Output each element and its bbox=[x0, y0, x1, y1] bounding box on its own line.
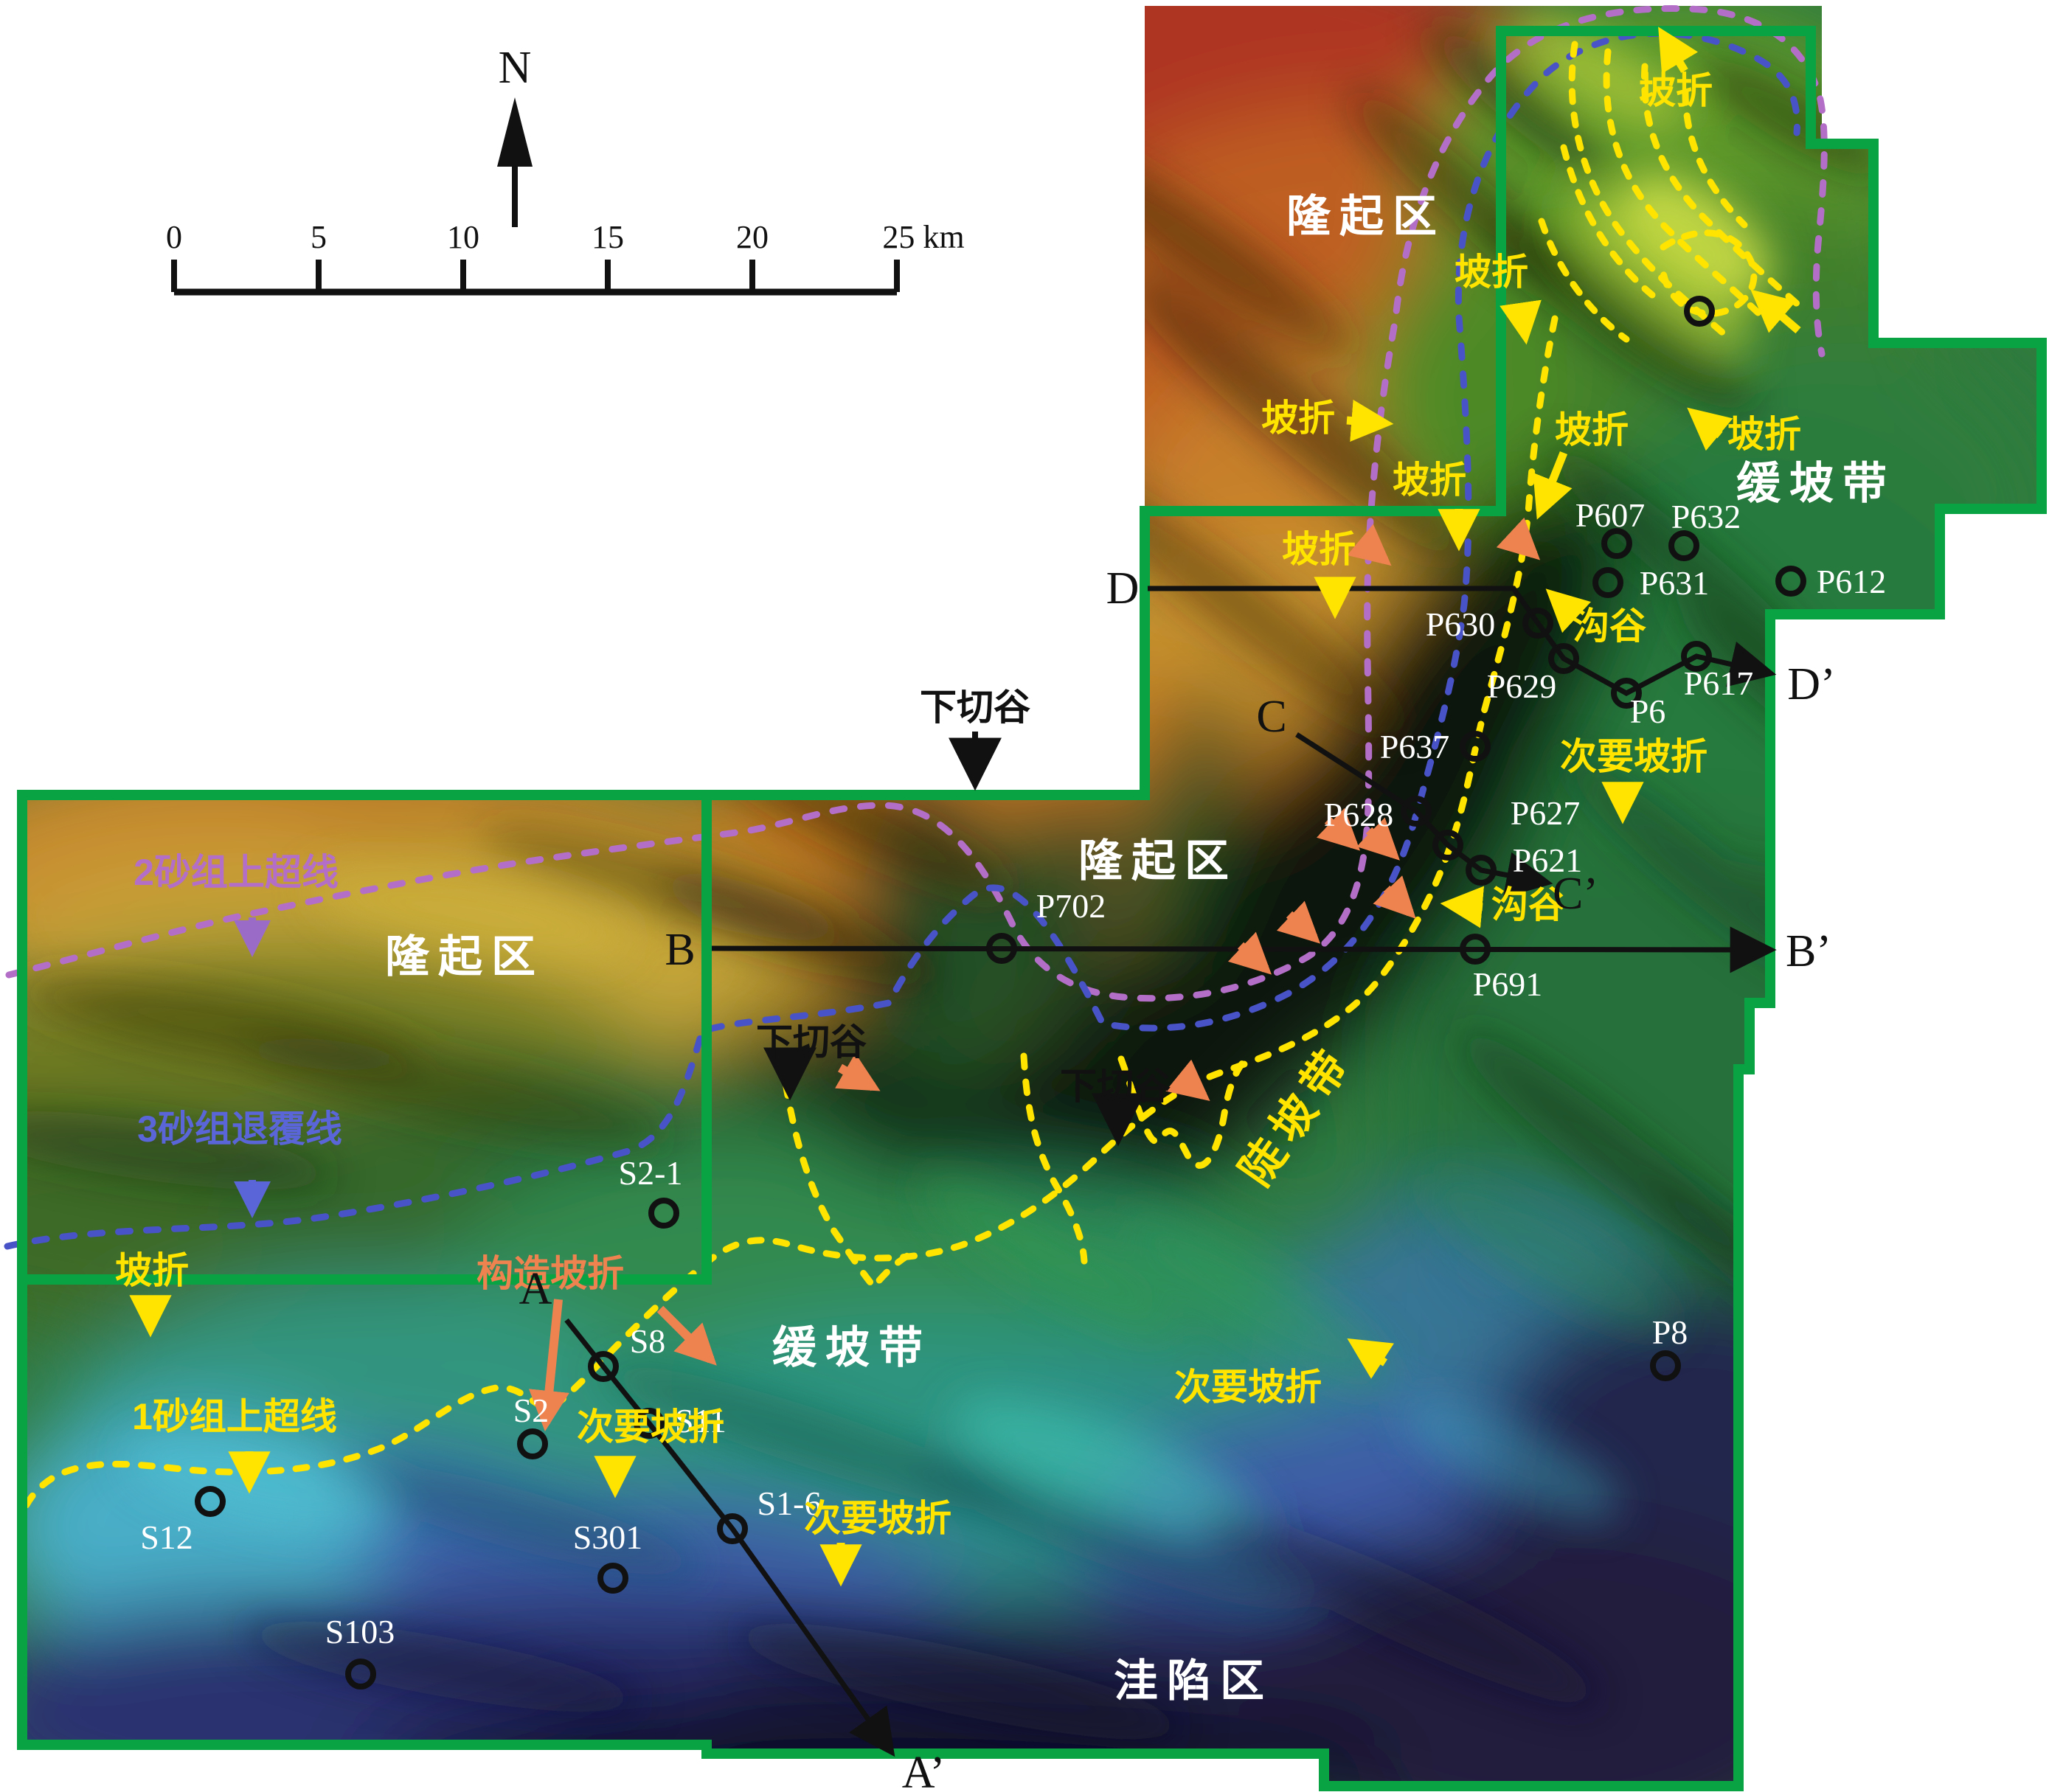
well-markers bbox=[195, 296, 1806, 1689]
well-labels: P607 P632 P612 P631 P630 P629 P6 P617 P6… bbox=[140, 496, 1886, 1650]
label-secondary-slope-break: 次要坡折 bbox=[577, 1406, 724, 1448]
study-area-border-internal bbox=[22, 795, 712, 1285]
label-slope-break: 坡折 bbox=[1727, 414, 1801, 455]
well-label: S2 bbox=[513, 1392, 549, 1429]
well-label: P628 bbox=[1324, 796, 1394, 833]
scale-tick-label: 25 km bbox=[882, 219, 964, 255]
well-label: P629 bbox=[1487, 667, 1557, 705]
scale-tick-label: 0 bbox=[166, 219, 182, 255]
north-arrow-head bbox=[497, 97, 533, 167]
slope-break-squiggle bbox=[1117, 1055, 1250, 1169]
section-lines bbox=[564, 586, 1777, 1757]
zone-uplift-center: 隆起区 bbox=[1078, 836, 1238, 886]
well-label: S1-6 bbox=[757, 1484, 822, 1522]
well-label: P6 bbox=[1630, 692, 1666, 730]
well-label: P617 bbox=[1684, 664, 1754, 702]
slope-break-squiggle bbox=[1020, 1052, 1088, 1265]
label-slope-break: 坡折 bbox=[1261, 397, 1335, 439]
label-secondary-slope-break: 次要坡折 bbox=[1560, 736, 1708, 777]
well-marker-unnamed bbox=[1684, 296, 1715, 327]
label-onlap-sand2: 2砂组上超线 bbox=[134, 852, 339, 893]
label-retreat-sand3: 3砂组退覆线 bbox=[137, 1108, 342, 1150]
well-label: P627 bbox=[1511, 794, 1581, 832]
slope-break-bundle bbox=[1538, 41, 1803, 343]
section-line-c bbox=[1295, 732, 1553, 898]
well-label: P630 bbox=[1426, 605, 1496, 643]
scale-tick-label: 20 bbox=[736, 219, 769, 255]
label-slope-break: 坡折 bbox=[1393, 459, 1466, 501]
label-secondary-slope-break: 次要坡折 bbox=[804, 1498, 951, 1539]
label-slope-break: 坡折 bbox=[1555, 409, 1629, 451]
section-letter-a2: A’ bbox=[902, 1748, 946, 1792]
section-letter-a: A bbox=[519, 1264, 552, 1314]
well-label: P691 bbox=[1473, 965, 1543, 1003]
label-gully: 沟谷 bbox=[1491, 884, 1565, 925]
section-letter-d2: D’ bbox=[1787, 659, 1835, 709]
label-structural-slope-break: 构造坡折 bbox=[476, 1253, 624, 1294]
zone-uplift-nw: 隆起区 bbox=[1286, 192, 1446, 241]
well-label: S8 bbox=[630, 1322, 666, 1360]
label-slope-break: 坡折 bbox=[1455, 251, 1528, 293]
well-label: P637 bbox=[1380, 728, 1450, 765]
north-arrow: N bbox=[497, 43, 533, 227]
scale-tick-label: 5 bbox=[311, 219, 327, 255]
retreat-line-sand3 bbox=[4, 29, 1800, 1250]
label-onlap-sand1: 1砂组上超线 bbox=[132, 1396, 337, 1437]
well-label: P621 bbox=[1513, 841, 1583, 879]
interpretation-lines bbox=[4, 5, 1828, 1517]
onlap-line-sand2 bbox=[5, 5, 1828, 1002]
zone-depression: 洼陷区 bbox=[1114, 1656, 1273, 1706]
section-letters: A A’ B B’ C C’ D D’ bbox=[519, 563, 1836, 1792]
well-label: S12 bbox=[140, 1518, 193, 1556]
scale-tick-label: 15 bbox=[592, 219, 624, 255]
label-slope-break: 坡折 bbox=[115, 1250, 189, 1291]
yellow-arrows bbox=[129, 27, 1801, 1587]
zone-gentle-slope-center: 缓坡带 bbox=[772, 1323, 932, 1372]
label-incised-valley: 下切谷 bbox=[920, 687, 1030, 728]
north-label: N bbox=[499, 43, 532, 93]
label-incised-valley: 下切谷 bbox=[1060, 1066, 1171, 1107]
section-letter-b: B bbox=[665, 925, 695, 975]
well-label: P607 bbox=[1575, 496, 1646, 534]
label-slope-break: 坡折 bbox=[1639, 70, 1713, 111]
section-letter-d: D bbox=[1106, 563, 1140, 614]
zone-gentle-slope-east: 缓坡带 bbox=[1736, 459, 1896, 508]
slope-break-line-main bbox=[18, 315, 1559, 1517]
well-label: P8 bbox=[1652, 1313, 1688, 1351]
scale-bar-labels: 0 5 10 15 20 25 km bbox=[166, 219, 965, 255]
section-line-d bbox=[1148, 586, 1777, 696]
sand-group-line-labels: 2砂组上超线 3砂组退覆线 1砂组上超线 bbox=[132, 852, 342, 1437]
label-secondary-slope-break: 次要坡折 bbox=[1174, 1366, 1322, 1408]
well-label: P702 bbox=[1036, 887, 1106, 925]
orange-arrows bbox=[528, 517, 1541, 1431]
scale-tick-label: 10 bbox=[447, 219, 479, 255]
slope-break-squiggle bbox=[778, 1055, 915, 1293]
well-label: P612 bbox=[1817, 563, 1887, 600]
black-arrows bbox=[763, 732, 1145, 1147]
well-label: S11 bbox=[675, 1402, 727, 1439]
label-slope-break: 坡折 bbox=[1282, 529, 1356, 570]
zone-uplift-west: 隆起区 bbox=[385, 932, 544, 982]
well-label: S301 bbox=[573, 1518, 643, 1556]
well-label: P632 bbox=[1671, 498, 1741, 535]
section-letter-b2: B’ bbox=[1786, 926, 1831, 976]
label-gully: 沟谷 bbox=[1573, 605, 1646, 647]
scale-bar: 0 5 10 15 20 25 km bbox=[166, 219, 965, 296]
label-incised-valley: 下切谷 bbox=[756, 1021, 867, 1063]
study-area-border bbox=[17, 26, 2047, 1791]
section-line-a bbox=[564, 1318, 895, 1757]
annotation-labels: 坡折 坡折 坡折 坡折 坡折 坡折 坡折 坡折 沟谷 沟谷 次要坡折 次要坡折 … bbox=[115, 70, 1801, 1539]
well-label: S103 bbox=[325, 1613, 395, 1650]
well-label: S2-1 bbox=[619, 1154, 683, 1192]
section-letter-c2: C’ bbox=[1553, 869, 1598, 919]
section-letter-c: C bbox=[1256, 692, 1286, 742]
well-label: P631 bbox=[1640, 564, 1710, 602]
